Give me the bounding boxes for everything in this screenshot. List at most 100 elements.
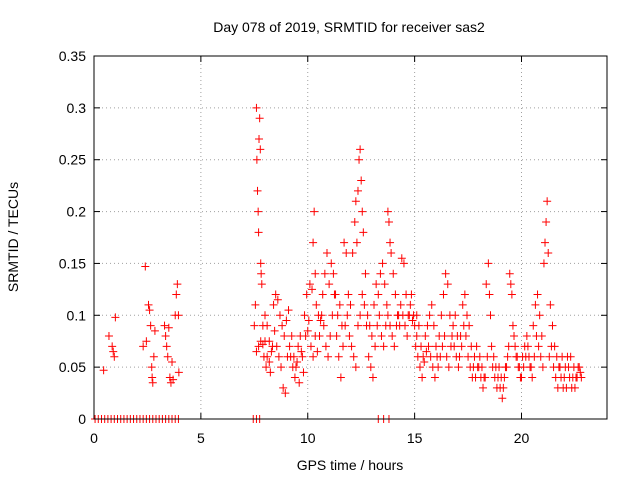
data-point <box>298 352 307 361</box>
data-point <box>349 352 358 361</box>
data-point <box>273 295 282 304</box>
data-point <box>429 321 438 330</box>
data-point <box>343 311 352 320</box>
data-point <box>313 347 322 356</box>
data-point <box>535 311 544 320</box>
x-tick-label: 0 <box>90 430 98 446</box>
data-point <box>437 311 446 320</box>
y-tick-label: 0.1 <box>67 307 87 323</box>
data-point <box>308 285 317 294</box>
data-point <box>291 363 300 372</box>
data-point <box>377 332 386 341</box>
data-point <box>173 280 182 289</box>
y-tick-label: 0 <box>78 411 86 427</box>
data-point <box>300 311 309 320</box>
data-point <box>254 342 263 351</box>
data-point <box>252 155 261 164</box>
data-point <box>424 342 433 351</box>
data-point <box>491 363 500 372</box>
data-point <box>324 352 333 361</box>
data-point <box>371 342 380 351</box>
data-point <box>534 342 543 351</box>
data-point <box>401 321 410 330</box>
data-point <box>104 332 113 341</box>
data-point <box>346 300 355 309</box>
data-point <box>522 332 531 341</box>
data-point <box>517 373 526 382</box>
data-point <box>558 352 567 361</box>
data-point <box>466 363 475 372</box>
data-point <box>257 280 266 289</box>
y-tick-label: 0.2 <box>67 204 87 220</box>
data-point <box>389 269 398 278</box>
data-point <box>250 321 259 330</box>
data-point <box>165 373 174 382</box>
data-point <box>172 290 181 299</box>
chart-title: Day 078 of 2019, SRMTID for receiver sas… <box>213 19 485 35</box>
data-point <box>496 383 505 392</box>
data-point <box>539 259 548 268</box>
data-point <box>274 352 283 361</box>
y-tick-label: 0.3 <box>67 100 87 116</box>
data-point <box>566 352 575 361</box>
data-point <box>254 207 263 216</box>
data-point <box>108 342 117 351</box>
data-point <box>256 259 265 268</box>
data-point <box>353 186 362 195</box>
data-point <box>408 316 417 325</box>
data-point <box>417 342 426 351</box>
data-point <box>438 342 447 351</box>
data-point <box>484 259 493 268</box>
data-point <box>309 238 318 247</box>
y-tick-label: 0.15 <box>59 255 86 271</box>
data-point <box>327 259 336 268</box>
data-point <box>502 363 511 372</box>
data-point <box>508 321 517 330</box>
data-point <box>149 352 158 361</box>
data-point <box>434 363 443 372</box>
data-point <box>359 228 368 237</box>
data-point <box>254 228 263 237</box>
data-point <box>443 280 452 289</box>
data-point <box>576 368 585 377</box>
data-point <box>575 363 584 372</box>
data-point <box>141 262 150 271</box>
data-point <box>315 332 324 341</box>
data-point <box>319 321 328 330</box>
data-point <box>265 357 274 366</box>
data-point <box>162 342 171 351</box>
data-point <box>356 311 365 320</box>
data-point <box>145 306 154 315</box>
data-point <box>449 321 458 330</box>
data-point <box>430 373 439 382</box>
data-point <box>328 311 337 320</box>
data-point <box>267 347 276 356</box>
data-point <box>148 373 157 382</box>
data-point <box>511 342 520 351</box>
data-point <box>332 332 341 341</box>
data-point <box>325 280 334 289</box>
data-point <box>388 332 397 341</box>
data-point <box>555 363 564 372</box>
data-point <box>275 311 284 320</box>
data-point <box>297 347 306 356</box>
data-point <box>142 337 151 346</box>
data-point <box>350 217 359 226</box>
data-point <box>548 321 557 330</box>
data-point <box>335 300 344 309</box>
data-point <box>161 332 170 341</box>
data-point <box>284 306 293 315</box>
data-point <box>366 363 375 372</box>
data-point <box>147 363 156 372</box>
data-point <box>507 290 516 299</box>
x-axis-label: GPS time / hours <box>297 457 404 473</box>
data-point <box>270 326 279 335</box>
data-point <box>164 323 173 332</box>
data-point <box>309 352 318 361</box>
data-point <box>383 311 392 320</box>
data-point <box>339 342 348 351</box>
data-point <box>363 311 372 320</box>
y-axis-label: SRMTID / TECUs <box>5 182 21 292</box>
data-point <box>372 280 381 289</box>
data-point <box>174 311 183 320</box>
